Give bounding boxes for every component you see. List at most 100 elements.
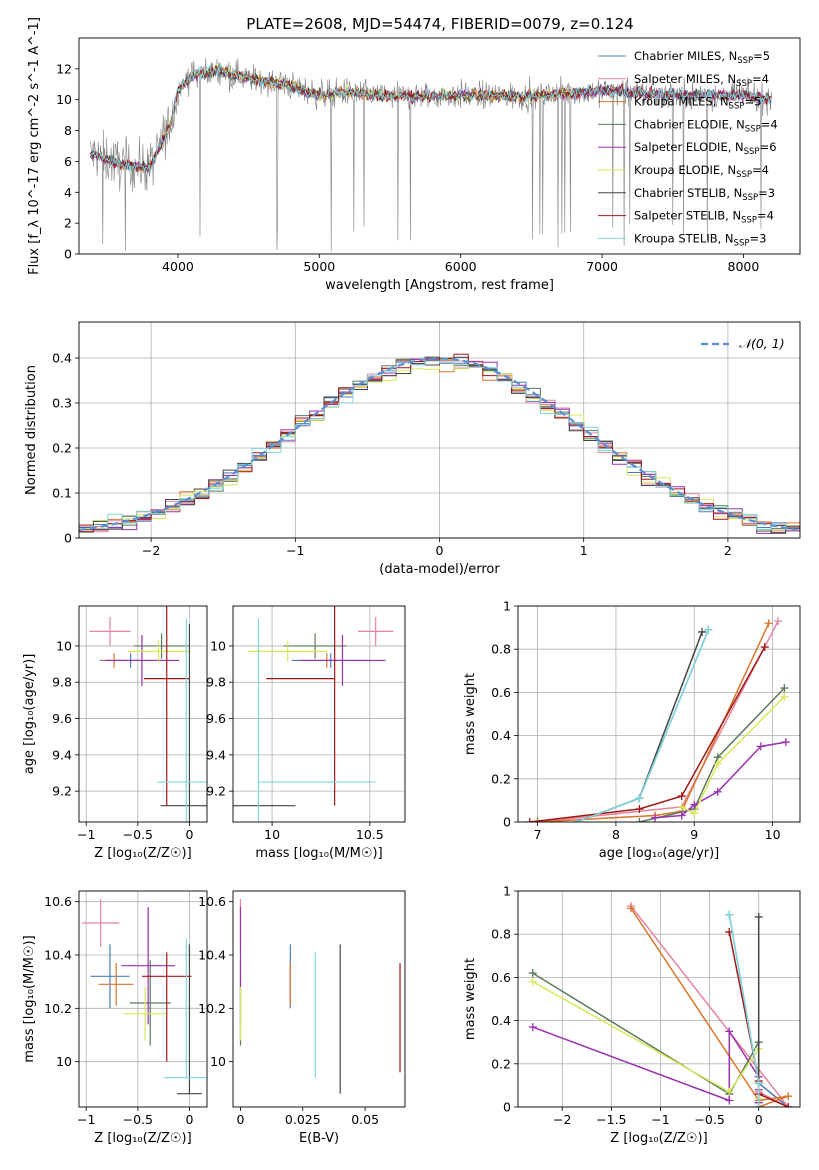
mass-weight-marker-8 xyxy=(635,794,644,803)
panel-age-vs-mass: 10 10.5 9.2 9.4 9.6 9.8 10 mass [log₁₀(M/M☉)] xyxy=(206,605,406,861)
mass-weight-line-1 xyxy=(537,620,779,822)
y-tick-label: 1 xyxy=(503,599,511,614)
plot-area xyxy=(82,899,207,1095)
y-axis-label: Flux [f_λ 10^-17 erg cm^-2 s^-1 A^-1] xyxy=(27,17,42,275)
mass-weight-marker-2 xyxy=(533,818,542,822)
x-tick-label: −0.5 xyxy=(123,827,153,842)
mass-weight-marker-8 xyxy=(704,625,713,634)
y-tick-label: 0 xyxy=(64,531,72,546)
y-tick-label: 10 xyxy=(56,638,72,653)
x-tick-label: 8000 xyxy=(728,259,760,274)
panel-massweight-vs-Z: −2 −1.5 −1 −0.5 0 0 0.2 0.4 0.6 0.8 1 Z [log₁₀(Z/Z☉… xyxy=(463,884,801,1146)
legend-entry: Chabrier MILES, NSSP=5 xyxy=(634,49,770,66)
mass-weight-marker-7 xyxy=(677,792,686,801)
x-tick-label: 9 xyxy=(690,827,698,842)
y-tick-label: 0.1 xyxy=(52,486,72,501)
y-axis-label: mass weight xyxy=(463,673,478,755)
figure-title: PLATE=2608, MJD=54474, FIBERID=0079, z=0… xyxy=(246,15,633,33)
x-axis-label: mass [log₁₀(M/M☉)] xyxy=(255,846,382,861)
mass-weight-marker-4 xyxy=(756,742,765,751)
mass-weight-marker-4 xyxy=(781,738,790,747)
y-tick-label: 6 xyxy=(64,154,72,169)
mass-weight-marker-5 xyxy=(528,977,537,986)
mass-weight-line-2 xyxy=(630,907,789,1107)
x-tick-label: 0.025 xyxy=(285,1112,321,1127)
y-axis-label: mass weight xyxy=(463,958,478,1040)
x-tick-label: 8 xyxy=(612,827,620,842)
y-tick-label: 0.4 xyxy=(491,1013,511,1028)
mass-weight-line-2 xyxy=(537,622,770,822)
mass-weight-marker-4 xyxy=(725,1027,734,1036)
mass-weight-line-1 xyxy=(630,905,789,1107)
mass-weight-marker-7 xyxy=(784,1103,793,1107)
legend-entry: 𝒩(0, 1) xyxy=(739,336,785,351)
axes-frame xyxy=(517,890,801,1108)
axes-frame xyxy=(517,605,801,823)
y-tick-label: 0.8 xyxy=(491,927,511,942)
y-tick-label: 10.6 xyxy=(44,894,72,909)
panel-mass-vs-EBV: 0 0.025 0.05 10 10.2 10.4 10.6 E(B-V) xyxy=(198,890,406,1146)
mass-weight-marker-4 xyxy=(713,787,722,796)
x-tick-label: 0 xyxy=(237,1112,245,1127)
residual-histogram-3 xyxy=(79,356,800,533)
y-tick-label: 0.2 xyxy=(491,771,511,786)
legend-entry: Salpeter MILES, NSSP=4 xyxy=(634,72,769,89)
mass-weight-marker-5 xyxy=(725,1087,734,1096)
plot-area xyxy=(89,58,772,252)
y-tick-label: 4 xyxy=(64,185,72,200)
mass-weight-marker-4 xyxy=(725,1096,734,1105)
y-tick-label: 10 xyxy=(210,638,226,653)
y-tick-label: 10.4 xyxy=(198,948,226,963)
y-tick-label: 1 xyxy=(503,884,511,899)
y-tick-label: 0 xyxy=(64,247,72,262)
mass-weight-marker-4 xyxy=(677,811,686,820)
mass-weight-marker-4 xyxy=(651,813,660,822)
grid xyxy=(79,322,800,539)
legend-entry: Chabrier ELODIE, NSSP=4 xyxy=(634,117,778,134)
mass-weight-marker-7 xyxy=(525,818,534,822)
mass-weight-marker-8 xyxy=(754,1079,763,1088)
panel-spectrum: 4000 5000 6000 7000 8000 0 2 4 6 8 10 12 wavelength … xyxy=(27,17,801,293)
plot-area xyxy=(89,606,207,822)
mass-weight-marker-5 xyxy=(690,809,699,818)
y-tick-label: 10 xyxy=(56,1054,72,1069)
y-tick-label: 0.6 xyxy=(491,970,511,985)
mass-weight-marker-5 xyxy=(780,692,789,701)
mass-weight-marker-8 xyxy=(754,1103,763,1107)
residuals-legend: 𝒩(0, 1) xyxy=(701,336,785,351)
y-tick-label: 0 xyxy=(503,1100,511,1115)
y-tick-label: 0.2 xyxy=(491,1056,511,1071)
x-tick-label: −1.5 xyxy=(596,1112,626,1127)
x-tick-label: 5000 xyxy=(303,259,335,274)
model-spectrum-2 xyxy=(92,66,662,172)
x-tick-label: −0.5 xyxy=(123,1112,153,1127)
y-tick-label: 8 xyxy=(64,123,72,138)
y-tick-label: 9.2 xyxy=(206,784,226,799)
mass-weight-marker-8 xyxy=(572,818,581,822)
mass-weight-marker-2 xyxy=(626,904,635,913)
residual-histogram-8 xyxy=(79,360,800,530)
axes-frame xyxy=(232,890,406,1108)
mass-weight-line-7 xyxy=(529,646,766,822)
y-tick-label: 9.2 xyxy=(52,784,72,799)
axes-frame xyxy=(232,605,406,823)
x-axis-label: Z [log₁₀(Z/Z☉)] xyxy=(610,1131,707,1146)
legend-entry: Chabrier STELIB, NSSP=3 xyxy=(634,186,775,203)
legend-entry: Kroupa STELIB, NSSP=3 xyxy=(634,231,766,248)
x-tick-label: 10 xyxy=(765,827,781,842)
x-tick-label: 7000 xyxy=(586,259,618,274)
y-axis-label: Normed distribution xyxy=(24,365,39,495)
x-tick-label: 7 xyxy=(534,827,542,842)
panel-residuals: −2 −1 0 1 2 0 0.1 0.2 0.3 0.4 (data-model)/error No… xyxy=(24,321,801,577)
x-tick-label: −1 xyxy=(77,827,95,842)
mass-weight-marker-4 xyxy=(690,800,699,809)
x-axis-label: (data-model)/error xyxy=(379,562,500,577)
y-tick-label: 9.8 xyxy=(52,675,72,690)
mass-weight-line-5 xyxy=(681,696,785,815)
plot-area xyxy=(528,902,793,1107)
y-tick-label: 12 xyxy=(56,61,72,76)
plot-area xyxy=(239,899,401,1094)
x-tick-label: 0 xyxy=(185,827,193,842)
x-tick-label: 0.05 xyxy=(351,1112,379,1127)
